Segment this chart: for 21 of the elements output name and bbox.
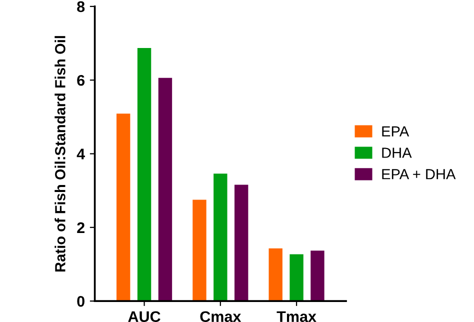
legend-label: DHA [382, 148, 412, 158]
y-tick-label: 4 [76, 148, 85, 160]
bar [234, 184, 248, 302]
bar [214, 174, 228, 302]
bar [310, 250, 324, 302]
y-tick-label: 2 [77, 222, 84, 233]
y-tick-label: 0 [77, 296, 84, 307]
bar [290, 254, 304, 302]
bar [116, 114, 130, 302]
x-tick-label: AUC [128, 311, 160, 322]
bar [192, 200, 206, 302]
y-tick-label: 6 [77, 74, 85, 86]
y-tick-label: 8 [77, 1, 85, 12]
x-tick-label: Cmax [200, 311, 242, 322]
bar [137, 48, 152, 302]
x-tick-label: Tmax [276, 311, 316, 322]
bar [268, 248, 282, 302]
legend-label: EPA + DHA [382, 169, 456, 180]
y-axis-title: Ratio of Fish Oil:Standard Fish Oil [54, 36, 66, 272]
bar [158, 78, 172, 302]
legend-label: EPA [382, 126, 410, 136]
